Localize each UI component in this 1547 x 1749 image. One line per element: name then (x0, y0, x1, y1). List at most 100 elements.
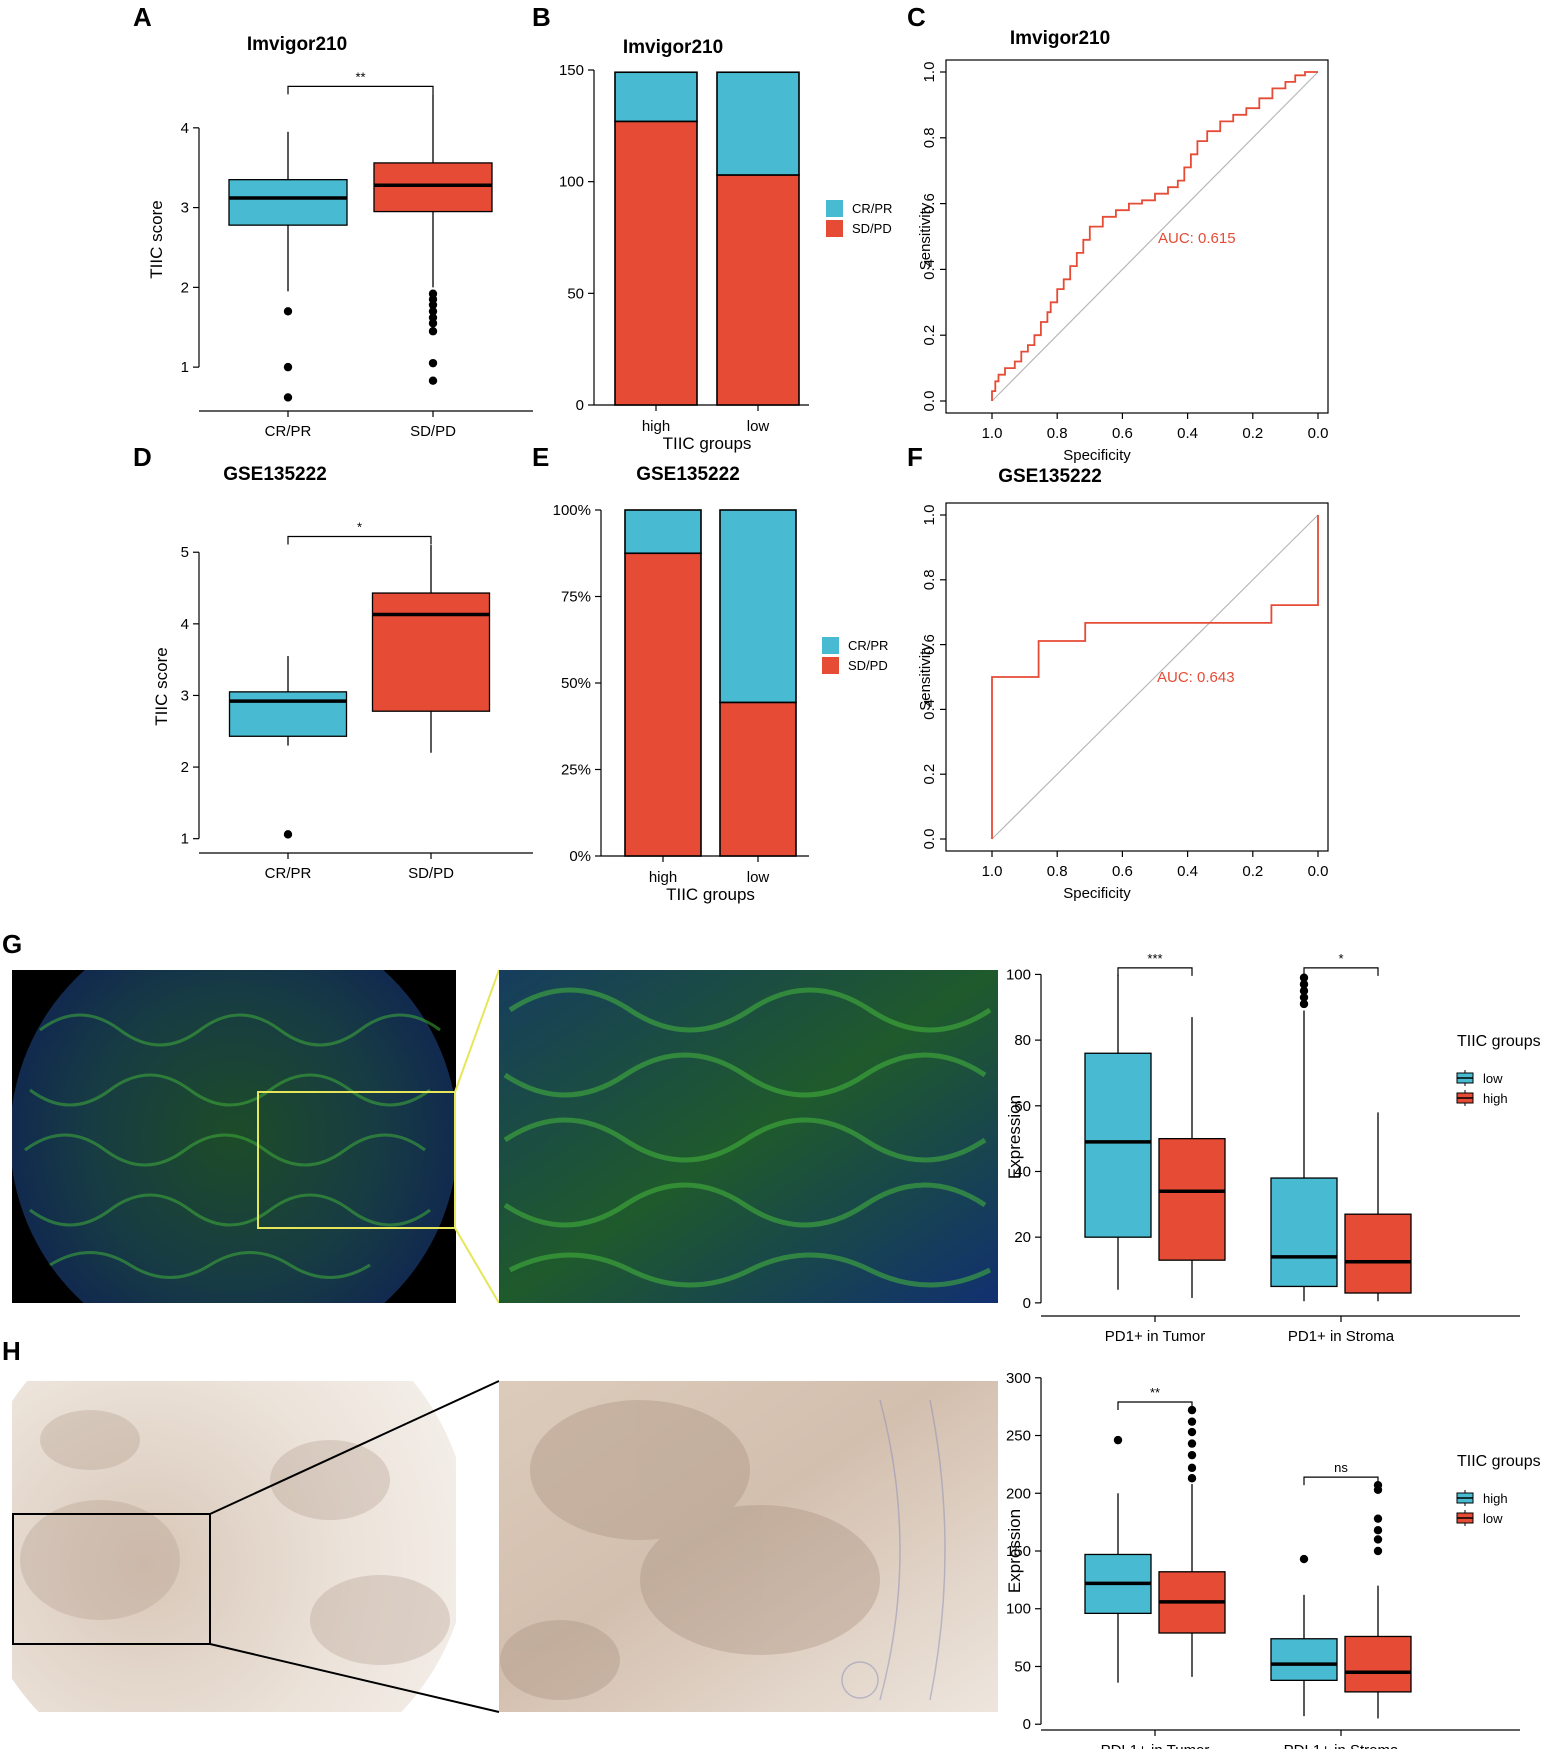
y-tick-label: 20 (1014, 1229, 1031, 1246)
legend-label-high: high (1483, 1491, 1508, 1506)
outlier-point (428, 300, 438, 310)
ihc-overview-image (12, 1380, 500, 1713)
y-tick-label: 100 (1006, 1601, 1031, 1618)
outlier-point (1187, 1474, 1197, 1483)
significance-label: ** (1150, 1385, 1160, 1400)
y-axis-label: Expression (1005, 1509, 1024, 1593)
outlier-point (1299, 980, 1309, 989)
legend-label: SD/PD (852, 221, 892, 236)
y-tick-label: 0 (1023, 1295, 1031, 1312)
outlier-point (1299, 1554, 1309, 1564)
chart-title: GSE135222 (636, 464, 740, 485)
y-tick-label: 50% (561, 675, 591, 692)
diagonal-reference-line (991, 71, 1319, 402)
panel-label-g: G (2, 929, 22, 959)
x-tick-label: PD1+ in Stroma (1288, 1328, 1395, 1345)
outlier-point (1373, 1485, 1383, 1494)
panel-label-d: D (133, 442, 152, 472)
outlier-point (1187, 1427, 1197, 1437)
outlier-point (428, 307, 438, 316)
y-tick-label: 50 (567, 285, 584, 302)
y-tick-label: 0.2 (921, 325, 938, 346)
x-tick-label: PDL1+ in Tumor (1101, 1742, 1210, 1749)
box-iqr (1270, 1177, 1338, 1288)
outlier-point (1299, 993, 1309, 1002)
outlier-point (1187, 1405, 1197, 1415)
y-tick-label: 60 (1014, 1098, 1031, 1115)
chart-g-grouped-boxplot: 0 20 40 60 80 100 Expression PD1+ in Tumor PD1+ … (1005, 951, 1541, 1345)
box-sd-pd (373, 94, 493, 385)
legend-label: CR/PR (852, 201, 892, 216)
y-tick-label: 0.6 (921, 193, 938, 214)
panel-label-a: A (133, 2, 152, 32)
x-tick-label: 0.0 (1308, 863, 1329, 880)
plot-frame (945, 59, 1329, 414)
x-tick-label: CR/PR (265, 423, 312, 440)
y-tick-label: 1.0 (921, 505, 938, 526)
legend-label-high: high (1483, 1091, 1508, 1106)
chart-title: Imvigor210 (1010, 28, 1110, 49)
chart-f-roc: 1.0 0.8 0.6 0.4 0.2 0.0 0.0 0.2 0.4 0.6 0.8 1.0 Spec… (917, 466, 1329, 902)
y-axis-label: Sensitivity (917, 643, 934, 711)
panel-label-c: C (907, 2, 926, 32)
y-axis-label: Sensitivity (917, 202, 934, 270)
y-tick-label: 0.8 (921, 569, 938, 590)
y-tick-label: 25% (561, 762, 591, 779)
significance-bracket (1303, 967, 1379, 976)
x-tick-label: SD/PD (410, 423, 456, 440)
panel-label-f: F (907, 442, 923, 472)
significance-bracket (1117, 1401, 1193, 1411)
x-tick-label: low (747, 418, 770, 435)
y-tick-label: 150 (559, 62, 584, 79)
y-tick-label: 75% (561, 589, 591, 606)
bar-segment-high-sd-pd (614, 120, 698, 406)
outlier-point (428, 319, 438, 328)
x-tick-label: 0.4 (1177, 863, 1198, 880)
legend-key-cr-pr (826, 200, 843, 217)
bar-segment-low-cr-pr (716, 71, 800, 176)
chart-title: GSE135222 (223, 464, 327, 485)
significance-label: ns (1334, 1460, 1348, 1475)
x-tick-label: 0.4 (1177, 425, 1198, 442)
chart-d-boxplot: 1 2 3 4 5 TIIC score GSE135222 CR/PR SD/PD * (152, 464, 533, 882)
ihc-zoom-image (499, 1381, 998, 1712)
outlier-point (428, 327, 438, 336)
legend-key-sd-pd (822, 657, 839, 674)
if-zoom-box (257, 1091, 456, 1229)
y-tick-label: 0.2 (921, 764, 938, 785)
x-tick-label: 0.8 (1047, 425, 1068, 442)
chart-a-boxplot: 1 2 3 4 TIIC score Imvigor210 CR/PR SD/PD ** (147, 34, 533, 440)
y-tick-label: 0% (569, 848, 591, 865)
significance-bracket (1117, 967, 1193, 976)
ihc-zoom-box (12, 1513, 211, 1645)
outlier-point (283, 830, 293, 839)
y-tick-label: 0 (1023, 1716, 1031, 1733)
x-tick-label: 1.0 (982, 863, 1003, 880)
box-pd1-in-tumor-low (1084, 974, 1152, 1290)
if-overview-image (12, 969, 500, 1304)
x-tick-label: SD/PD (408, 865, 454, 882)
y-tick-label: 5 (181, 544, 189, 561)
y-tick-label: 100 (559, 174, 584, 191)
y-tick-label: 300 (1006, 1370, 1031, 1387)
outlier-point (283, 362, 293, 372)
outlier-point (1299, 973, 1309, 982)
y-tick-label: 0.4 (921, 699, 938, 720)
plot-frame (945, 502, 1329, 852)
outlier-point (283, 307, 293, 316)
significance-bracket (287, 85, 434, 95)
y-tick-label: 3 (181, 200, 189, 217)
y-tick-label: 150 (1006, 1543, 1031, 1560)
outlier-point (1299, 986, 1309, 996)
y-tick-label: 0.4 (921, 259, 938, 280)
box-iqr (1158, 1137, 1226, 1261)
auc-annotation: AUC: 0.615 (1158, 230, 1236, 247)
x-tick-label: low (747, 869, 770, 886)
outlier-point (428, 376, 438, 385)
significance-bracket (287, 535, 432, 545)
y-tick-label: 1.0 (921, 62, 938, 83)
outlier-point (1187, 1463, 1197, 1473)
x-tick-label: PDL1+ in Stroma (1284, 1742, 1399, 1749)
significance-label: * (357, 519, 362, 534)
